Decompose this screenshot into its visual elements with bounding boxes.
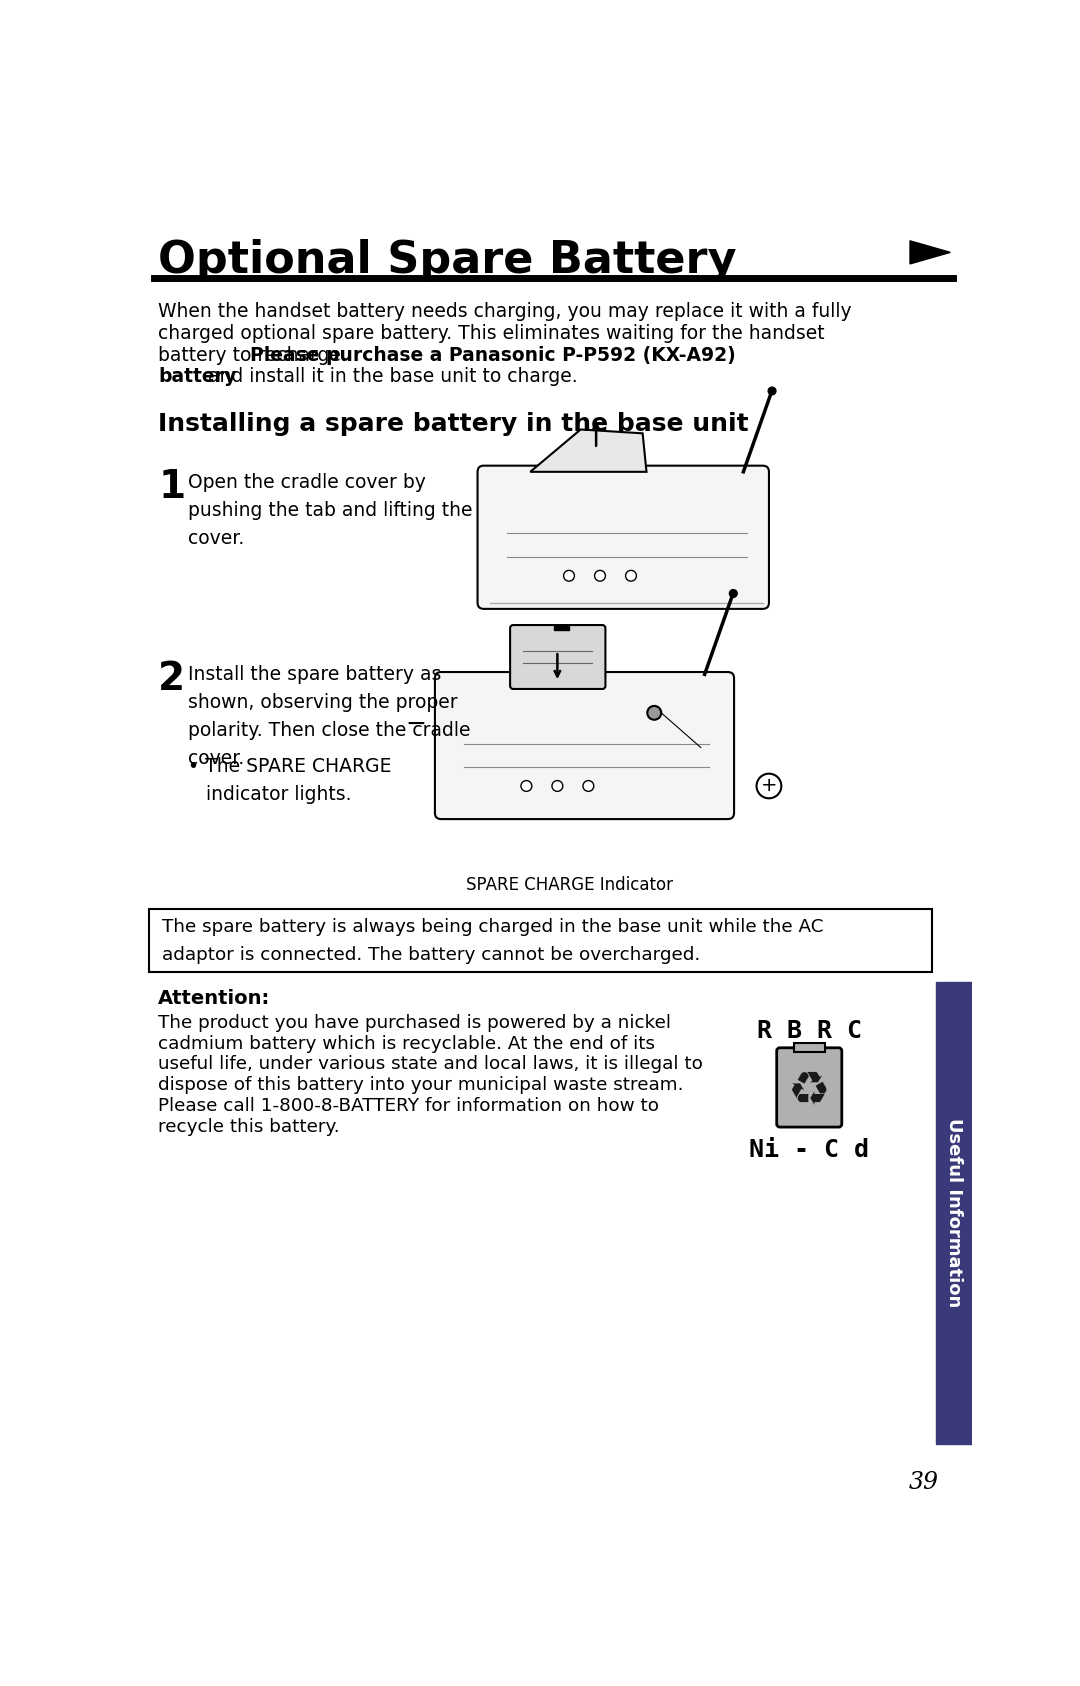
Text: 1: 1 — [159, 469, 186, 506]
Text: Please call 1-800-8-BATTERY for information on how to: Please call 1-800-8-BATTERY for informat… — [159, 1098, 659, 1114]
Text: R B R C: R B R C — [757, 1018, 862, 1042]
Polygon shape — [530, 430, 647, 472]
Text: The spare battery is always being charged in the base unit while the AC
adaptor : The spare battery is always being charge… — [162, 919, 824, 963]
Text: Open the cradle cover by
pushing the tab and lifting the
cover.: Open the cradle cover by pushing the tab… — [188, 472, 472, 548]
Text: ♻: ♻ — [788, 1069, 831, 1114]
Text: battery to recharge.: battery to recharge. — [159, 346, 353, 364]
Circle shape — [768, 388, 775, 395]
Text: 39: 39 — [909, 1472, 939, 1494]
Text: +: + — [760, 777, 778, 796]
FancyBboxPatch shape — [777, 1047, 841, 1126]
Text: 2: 2 — [159, 661, 186, 698]
Circle shape — [552, 781, 563, 791]
FancyBboxPatch shape — [435, 673, 734, 819]
Text: recycle this battery.: recycle this battery. — [159, 1118, 340, 1136]
Text: When the handset battery needs charging, you may replace it with a fully: When the handset battery needs charging,… — [159, 302, 852, 322]
Circle shape — [729, 590, 738, 597]
Text: Attention:: Attention: — [159, 990, 270, 1008]
Text: Useful Information: Useful Information — [945, 1118, 962, 1307]
FancyBboxPatch shape — [477, 465, 769, 609]
Bar — [794, 1044, 825, 1052]
FancyBboxPatch shape — [149, 909, 932, 973]
Circle shape — [647, 706, 661, 720]
Text: dispose of this battery into your municipal waste stream.: dispose of this battery into your munici… — [159, 1076, 684, 1094]
Text: SPARE CHARGE Indicator: SPARE CHARGE Indicator — [465, 877, 673, 894]
Text: battery: battery — [159, 368, 237, 386]
Circle shape — [757, 774, 781, 797]
Circle shape — [595, 570, 606, 582]
Text: Ni - C d: Ni - C d — [750, 1138, 869, 1162]
Text: The product you have purchased is powered by a nickel: The product you have purchased is powere… — [159, 1013, 672, 1032]
Text: Installing a spare battery in the base unit: Installing a spare battery in the base u… — [159, 411, 748, 435]
Text: cadmium battery which is recyclable. At the end of its: cadmium battery which is recyclable. At … — [159, 1035, 656, 1052]
Bar — [935, 981, 972, 1443]
Text: Install the spare battery as
shown, observing the proper
polarity. Then close th: Install the spare battery as shown, obse… — [188, 664, 470, 769]
Text: Please purchase a Panasonic P-P592 (KX-A92): Please purchase a Panasonic P-P592 (KX-A… — [249, 346, 735, 364]
Text: useful life, under various state and local laws, it is illegal to: useful life, under various state and loc… — [159, 1055, 703, 1074]
Circle shape — [564, 570, 575, 582]
Text: • The SPARE CHARGE
   indicator lights.: • The SPARE CHARGE indicator lights. — [188, 757, 391, 804]
Circle shape — [521, 781, 531, 791]
Text: and install it in the base unit to charge.: and install it in the base unit to charg… — [202, 368, 578, 386]
Text: Optional Spare Battery: Optional Spare Battery — [159, 239, 737, 282]
Bar — [554, 626, 569, 631]
Text: charged optional spare battery. This eliminates waiting for the handset: charged optional spare battery. This eli… — [159, 324, 825, 342]
Circle shape — [625, 570, 636, 582]
FancyBboxPatch shape — [510, 626, 606, 690]
Circle shape — [583, 781, 594, 791]
Text: −: − — [405, 713, 426, 737]
Polygon shape — [910, 241, 950, 265]
